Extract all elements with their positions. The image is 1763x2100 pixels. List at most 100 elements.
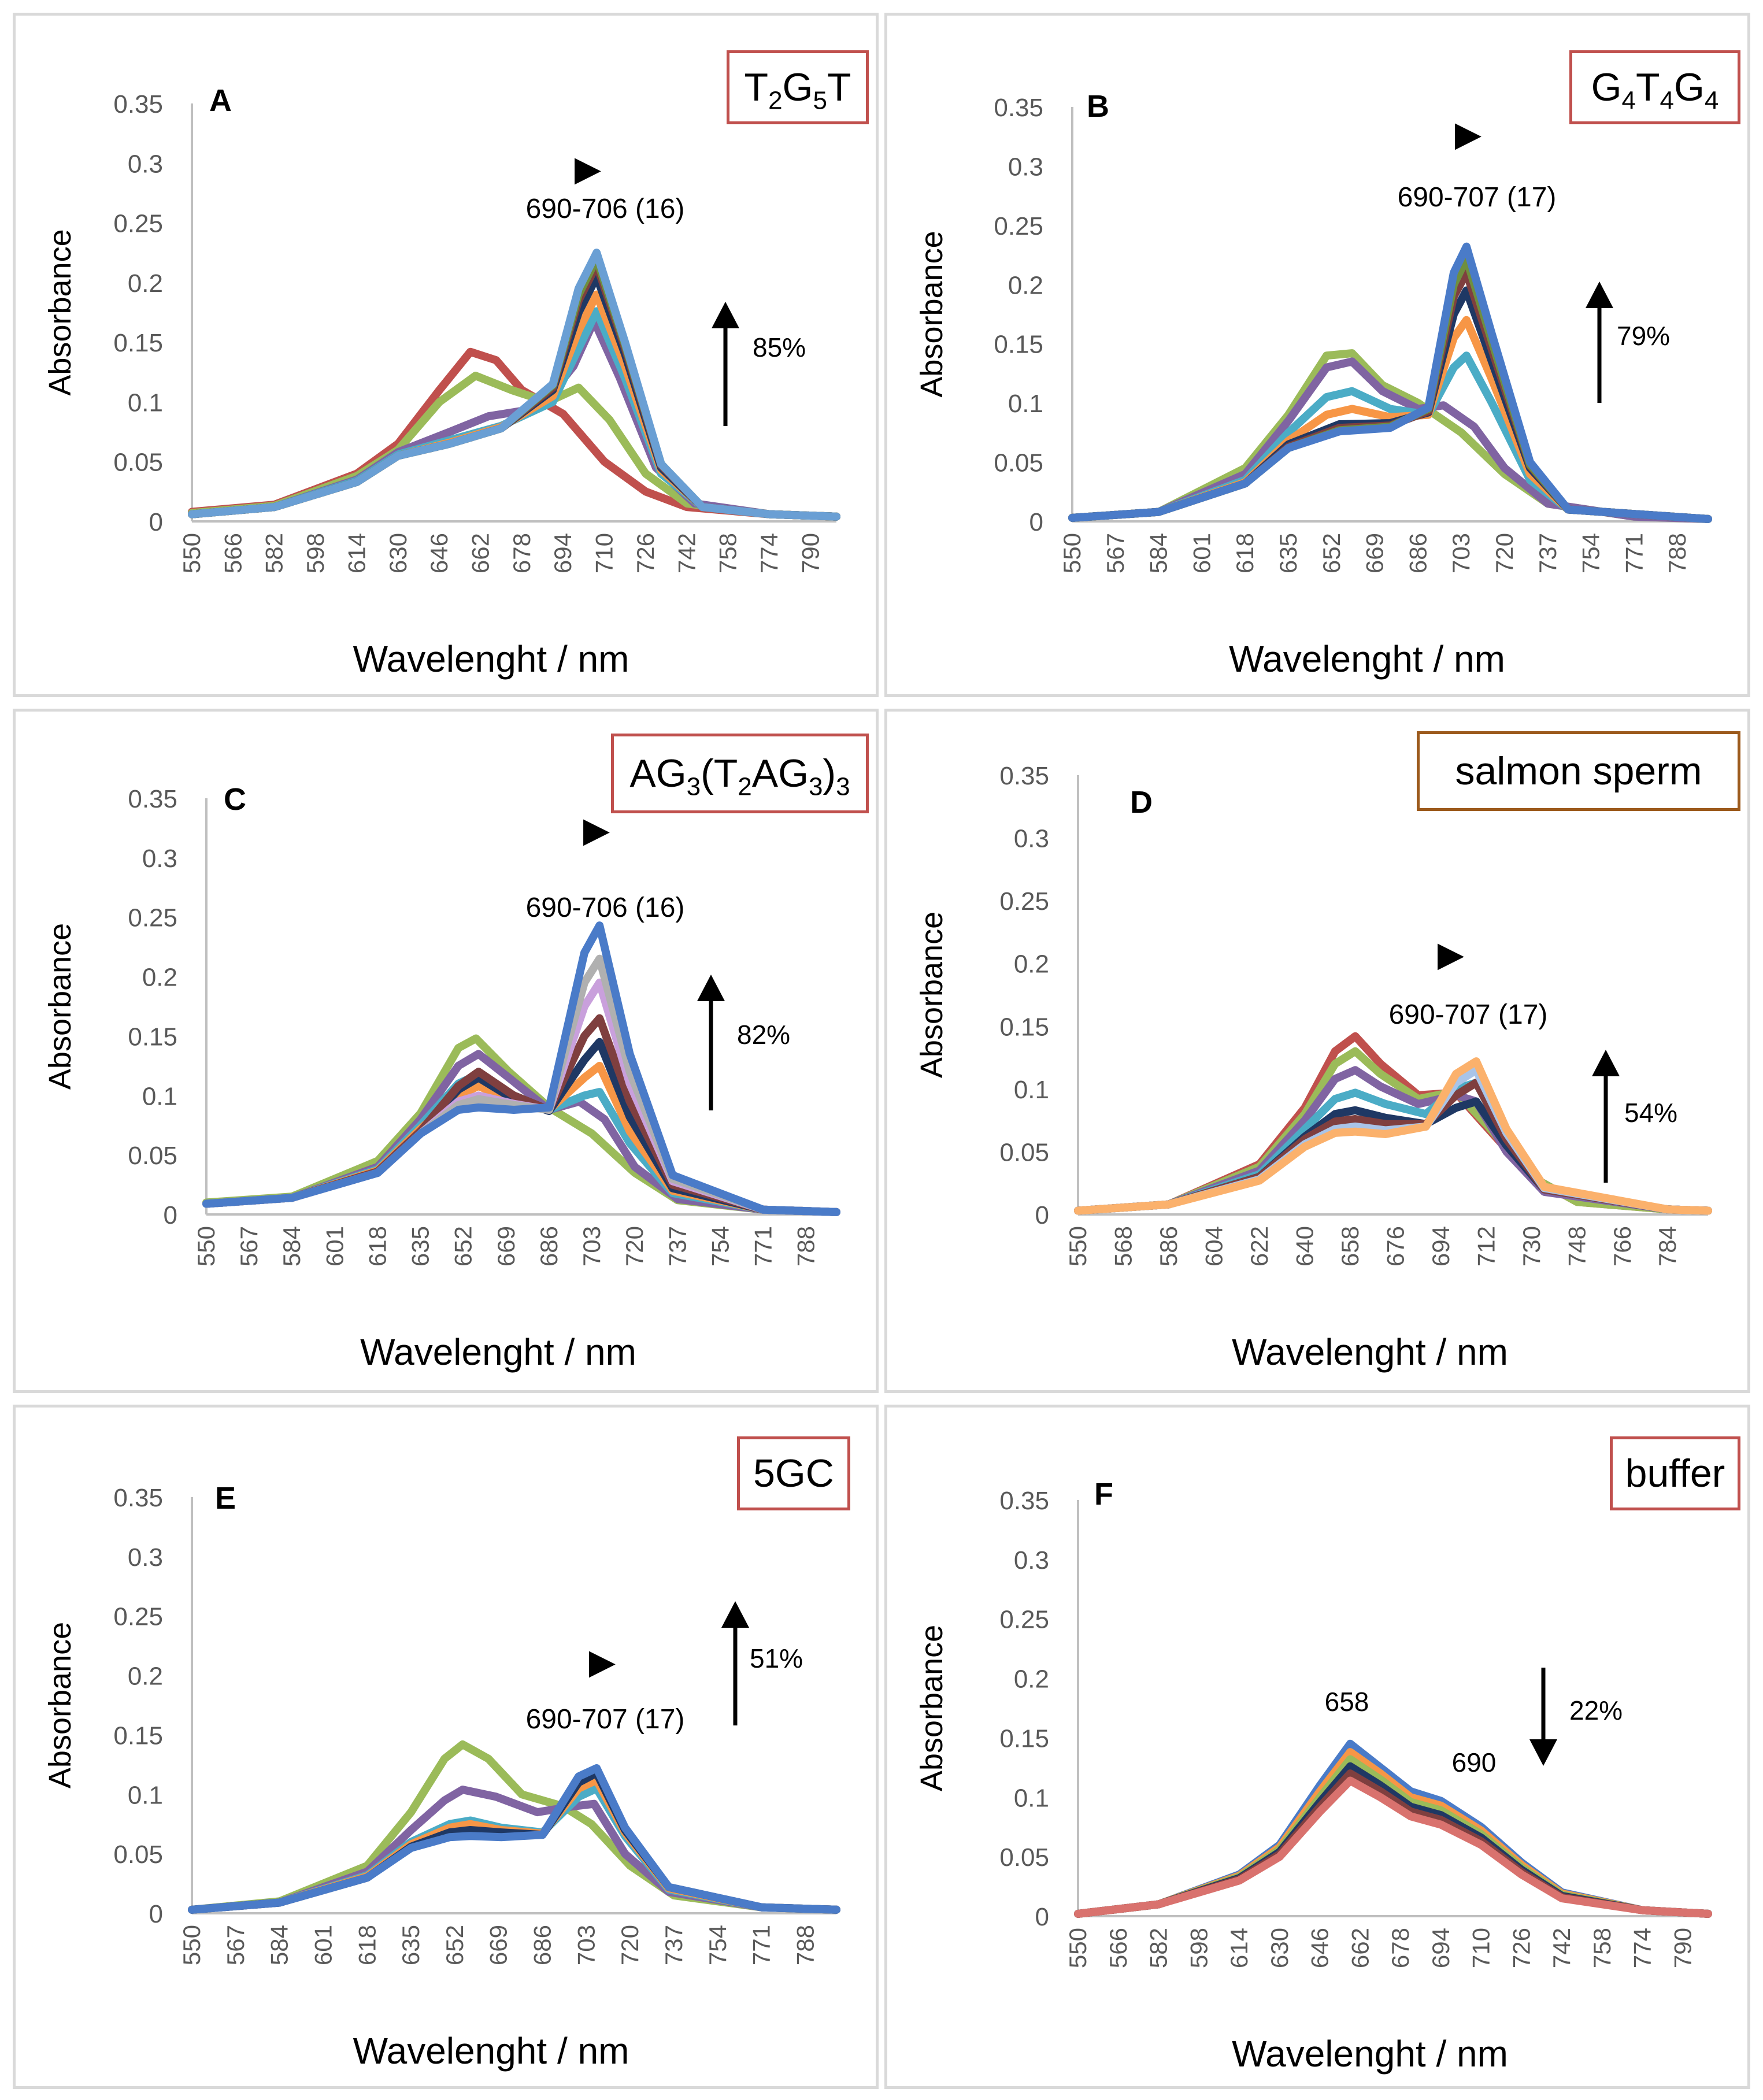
seq-sub: 2 (738, 772, 752, 801)
seq-part: ) (823, 751, 836, 795)
y-tick-label: 0.15 (113, 329, 163, 357)
series-line-s03 (1074, 1066, 1712, 1215)
y-tick-label: 0.3 (1008, 153, 1043, 181)
x-tick-label: 766 (1609, 1226, 1636, 1266)
seq-sub: 4 (1704, 86, 1719, 115)
x-tick-label: 726 (1508, 1928, 1535, 1968)
y-tick-label: 0.1 (128, 388, 163, 417)
play-marker-icon: ▶ (589, 1642, 616, 1681)
series-line-s03 (1068, 351, 1712, 523)
peak-range-label: 690-707 (17) (1398, 182, 1557, 213)
y-tick-label: 0.35 (999, 1487, 1049, 1515)
x-tick-label: 646 (1306, 1928, 1334, 1968)
y-tick-label: 0.1 (142, 1082, 177, 1110)
x-tick-label: 774 (1629, 1928, 1656, 1968)
x-tick-label: 584 (1145, 533, 1172, 573)
x-tick-label: 726 (632, 533, 659, 573)
seq-part: 5GC (753, 1451, 834, 1495)
x-tick-label: 737 (1534, 533, 1561, 573)
panel-e: 0 0.05 0.1 0.15 0.2 0.25 0.3 0.35 550 567 584 601 61… (13, 1405, 879, 2089)
y-tick-label: 0.35 (113, 90, 163, 118)
series-line-s06 (188, 1764, 840, 1914)
x-tick-label: 622 (1246, 1226, 1273, 1266)
x-tick-label: 635 (407, 1226, 434, 1266)
y-tick-label: 0.25 (113, 1603, 163, 1631)
chart-c: 0 0.05 0.1 0.15 0.2 0.25 0.3 0.35 550 567 584 601 61… (43, 782, 840, 1373)
x-tick-label: 754 (704, 1925, 731, 1965)
x-tick-label: 720 (621, 1226, 648, 1266)
y-axis-title: Absorbance (914, 231, 949, 397)
x-axis-title: Wavelenght / nm (353, 638, 629, 680)
x-tick-label: 584 (266, 1925, 293, 1965)
panel-letter: F (1094, 1477, 1113, 1512)
x-tick-label: 550 (178, 1925, 205, 1965)
play-marker-icon: ▶ (1455, 114, 1481, 153)
x-tick-label: 676 (1381, 1226, 1409, 1266)
x-tick-label: 788 (791, 1925, 818, 1965)
y-tick-label: 0.15 (994, 331, 1043, 359)
panel-letter: A (209, 83, 232, 118)
series-line-s09 (202, 921, 840, 1216)
seq-part: AG (629, 751, 687, 795)
x-tick-label: 635 (1275, 533, 1302, 573)
series-line-s06 (188, 272, 840, 521)
x-tick-label: 598 (302, 533, 329, 573)
y-axis-title: Absorbance (43, 1622, 77, 1788)
y-tick-label: 0.25 (128, 904, 177, 932)
x-tick-label: 635 (397, 1925, 424, 1965)
panel-letter: B (1087, 89, 1109, 124)
y-tick-label: 0.1 (1008, 390, 1043, 418)
x-tick-label: 662 (467, 533, 494, 573)
y-tick-label: 0.25 (999, 887, 1049, 916)
seq-sub: 3 (836, 772, 850, 801)
y-tick-label: 0.15 (999, 1724, 1049, 1753)
x-tick-label: 788 (792, 1226, 820, 1266)
x-tick-label: 669 (485, 1925, 512, 1965)
series-line-s01 (1068, 349, 1712, 523)
series-line-s05 (188, 290, 840, 521)
y-tick-label: 0 (164, 1201, 177, 1229)
x-tick-label: 712 (1472, 1226, 1499, 1266)
x-tick-label: 678 (508, 533, 535, 573)
y-tick-label: 0.15 (128, 1023, 177, 1051)
x-tick-label: 566 (219, 533, 246, 573)
y-axis-title: Absorbance (914, 912, 949, 1078)
series-line-s09 (188, 249, 840, 521)
seq-part: (T (701, 751, 738, 795)
x-axis-title: Wavelenght / nm (1232, 2033, 1508, 2075)
y-tick-label: 0 (1029, 508, 1043, 536)
x-tick-label: 586 (1155, 1226, 1182, 1266)
x-tick-label: 618 (353, 1925, 380, 1965)
y-tick-label: 0.2 (1008, 271, 1043, 299)
x-tick-label: 669 (1361, 533, 1388, 573)
arrow-head-icon (1592, 1050, 1620, 1076)
x-tick-label: 703 (572, 1925, 599, 1965)
seq-sub: 5 (813, 86, 827, 115)
seq-sub: 3 (809, 772, 823, 801)
series-line-s05 (1074, 1097, 1712, 1215)
y-tick-label: 0.35 (994, 94, 1043, 122)
arrow-head-icon (1586, 282, 1613, 308)
x-tick-label: 601 (1188, 533, 1215, 573)
x-tick-label: 771 (748, 1925, 775, 1965)
series-line-s05 (202, 1038, 840, 1216)
x-tick-label: 550 (1064, 1928, 1091, 1968)
y-axis-title: Absorbance (43, 229, 77, 395)
peak-label-658: 658 (1325, 1687, 1369, 1717)
arrow-head-icon (697, 975, 725, 1001)
panel-letter: D (1130, 785, 1153, 820)
sequence-label-c: AG3(T2AG3)3 (611, 734, 869, 813)
y-tick-label: 0.2 (128, 1662, 163, 1691)
x-tick-label: 604 (1200, 1226, 1227, 1266)
y-tick-label: 0.05 (994, 449, 1043, 477)
arrow-head-icon (721, 1601, 749, 1628)
x-tick-label: 601 (321, 1226, 348, 1266)
x-axis-title: Wavelenght / nm (1229, 638, 1505, 680)
y-tick-label: 0 (149, 1900, 163, 1928)
y-tick-label: 0.25 (113, 210, 163, 238)
seq-part: T (1635, 65, 1660, 109)
x-tick-label: 618 (1231, 533, 1258, 573)
x-tick-label: 582 (261, 533, 288, 573)
peak-label-690: 690 (1452, 1747, 1497, 1777)
